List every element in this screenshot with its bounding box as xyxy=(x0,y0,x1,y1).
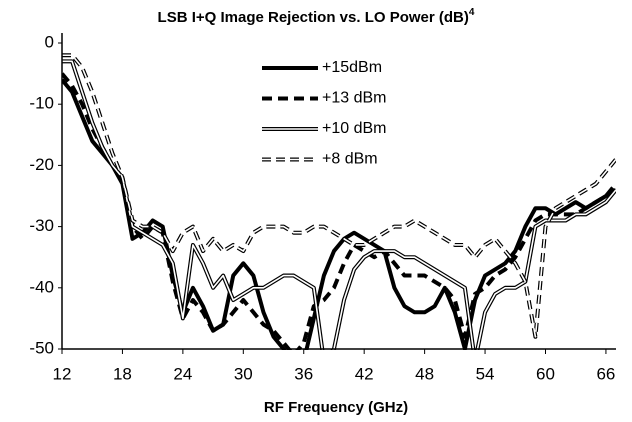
series-line xyxy=(62,54,616,338)
x-tick-label: 30 xyxy=(234,364,253,383)
x-tick-label: 42 xyxy=(355,364,374,383)
x-tick-label: 24 xyxy=(173,364,192,383)
legend-label: +8 dBm xyxy=(322,151,378,168)
legend-label: +10 dBm xyxy=(322,120,386,137)
y-tick-label: -30 xyxy=(29,216,54,235)
x-tick-label: 66 xyxy=(596,364,615,383)
series-line xyxy=(62,78,616,350)
y-tick-label: -20 xyxy=(29,155,54,174)
y-tick-label: 0 xyxy=(45,32,54,51)
x-tick-label: 48 xyxy=(415,364,434,383)
y-tick-label: -50 xyxy=(29,338,54,357)
x-tick-label: 12 xyxy=(53,364,72,383)
x-tick-label: 60 xyxy=(536,364,555,383)
chart-title: LSB I+Q Image Rejection vs. LO Power (dB… xyxy=(158,7,475,26)
series-line xyxy=(62,72,616,350)
x-axis-label: RF Frequency (GHz) xyxy=(264,399,408,416)
x-tick-label: 36 xyxy=(294,364,313,383)
y-tick-label: -40 xyxy=(29,277,54,296)
y-tick-label: -10 xyxy=(29,94,54,113)
plot-area xyxy=(62,53,616,350)
x-tick-label: 54 xyxy=(476,364,495,383)
series-line xyxy=(62,60,616,350)
legend-label: +13 dBm xyxy=(322,90,386,107)
x-tick-label: 18 xyxy=(113,364,132,383)
legend-label: +15dBm xyxy=(322,59,382,76)
